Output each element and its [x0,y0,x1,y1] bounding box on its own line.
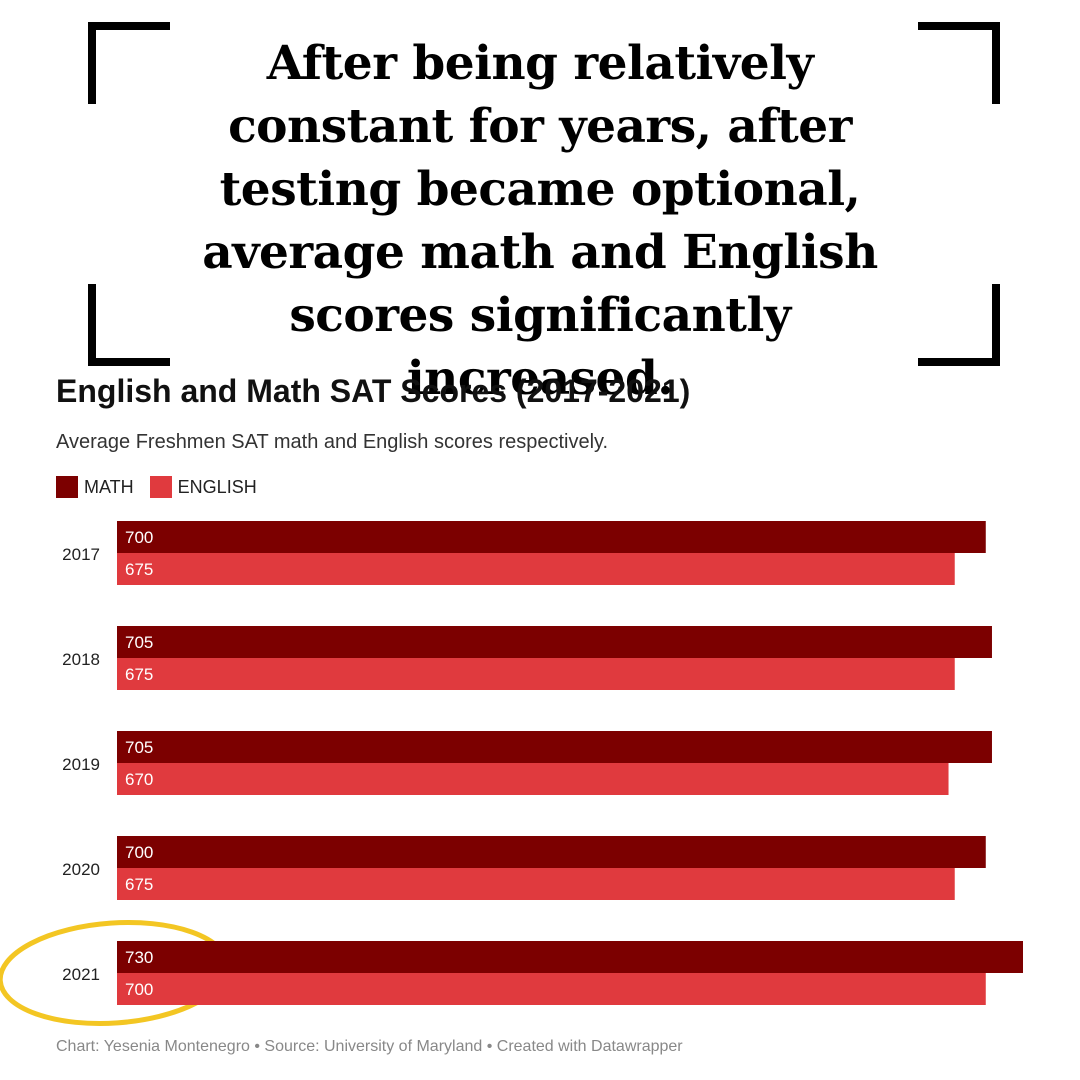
year-label-2019: 2019 [62,755,100,774]
year-label-2020: 2020 [62,860,100,879]
corner-bracket-top-left [88,22,170,104]
bar-english-2017 [117,553,955,585]
corner-bracket-bottom-right [918,284,1000,366]
legend-item-english: ENGLISH [149,476,257,498]
headline: After being relatively constant for year… [202,36,878,406]
bar-label-english-2021: 700 [125,980,153,999]
bar-english-2018 [117,658,955,690]
bar-math-2017 [117,521,986,553]
year-label-2017: 2017 [62,545,100,564]
legend-swatch-english [149,476,172,498]
legend-label-english: ENGLISH [177,476,257,497]
bar-label-math-2018: 705 [125,633,153,652]
chart-title: English and Math SAT Scores (2017-2021) [56,373,691,409]
bar-label-english-2020: 675 [125,875,153,894]
bar-label-english-2019: 670 [125,770,153,789]
bar-math-2018 [117,626,992,658]
bar-english-2021 [117,973,986,1005]
bar-label-math-2017: 700 [125,528,153,547]
bar-label-math-2021: 730 [125,948,153,967]
chart-footer: Chart: Yesenia Montenegro • Source: Univ… [56,1038,683,1055]
legend-label-math: MATH [84,476,134,497]
bar-math-2020 [117,836,986,868]
corner-bracket-top-right [918,22,1000,104]
legend-swatch-math [56,476,78,498]
legend: MATH ENGLISH [56,476,273,498]
bar-chart: 700 675 2017 705 675 2018 705 670 2019 700 675 2020… [0,521,1023,1027]
bar-label-english-2018: 675 [125,665,153,684]
bar-math-2019 [117,731,992,763]
legend-item-math: MATH [56,476,134,498]
bar-label-math-2019: 705 [125,738,153,757]
bar-label-english-2017: 675 [125,560,153,579]
bar-english-2019 [117,763,949,795]
bar-label-math-2020: 700 [125,843,153,862]
bar-english-2020 [117,868,955,900]
year-label-2018: 2018 [62,650,100,669]
corner-bracket-bottom-left [88,284,170,366]
year-label-2021: 2021 [62,965,100,984]
chart-subtitle: Average Freshmen SAT math and English sc… [56,431,609,453]
bar-math-2021 [117,941,1023,973]
